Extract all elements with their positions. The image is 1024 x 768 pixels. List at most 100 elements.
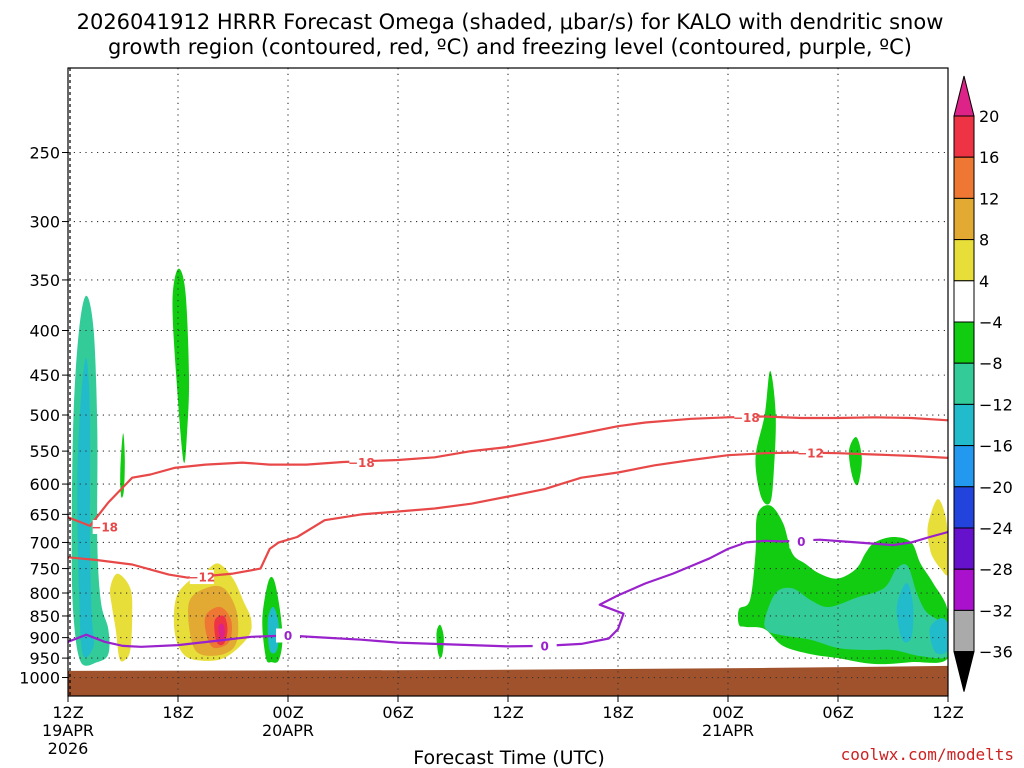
y-tick-label: 700 <box>29 533 60 552</box>
y-tick-label: 450 <box>29 366 60 385</box>
plot-area: −18 −18 −18 −12 −12 0 0 0 <box>68 68 948 696</box>
colorbar-label: −16 <box>979 437 1013 456</box>
colorbar-band <box>953 321 975 364</box>
colorbar-label: −24 <box>979 519 1013 538</box>
x-tick-year-label: 2026 <box>48 739 89 758</box>
colorbar-label: −20 <box>979 478 1013 497</box>
x-tick-label: 00Z <box>712 703 743 722</box>
y-tick-label: 650 <box>29 505 60 524</box>
grid-layer <box>68 68 948 696</box>
contour-label-bg <box>92 519 117 534</box>
x-tick-label: 06Z <box>382 703 413 722</box>
chart-title-line1: 2026041912 HRRR Forecast Omega (shaded, … <box>77 10 944 34</box>
x-tick-label: 12Z <box>932 703 963 722</box>
colorbar-label: −8 <box>979 354 1003 373</box>
y-tick-label: 250 <box>29 144 60 163</box>
contour-label-bg <box>349 455 374 470</box>
colorbar-band <box>953 609 975 653</box>
colorbar-band <box>953 486 975 529</box>
contour-line <box>68 451 948 579</box>
contour-label: −18 <box>733 411 760 425</box>
x-tick-label: 18Z <box>162 703 193 722</box>
contour-label-bg <box>532 638 557 653</box>
colorbar-label: −28 <box>979 560 1013 579</box>
y-tick-label: 500 <box>29 406 60 425</box>
colorbar-band <box>953 239 975 282</box>
omega-region <box>218 623 225 640</box>
contour-label-bg <box>189 570 214 585</box>
contour-line <box>68 530 948 648</box>
x-tick-date-label: 19APR <box>42 721 94 740</box>
omega-region <box>896 582 914 643</box>
y-tick-label: 900 <box>29 629 60 648</box>
x-tick-label: 12Z <box>52 703 83 722</box>
omega-region <box>77 357 95 658</box>
contour-label: −18 <box>91 520 118 534</box>
colorbar-top-arrow <box>953 75 975 117</box>
x-tick-label: 06Z <box>822 703 853 722</box>
colorbar-label: −4 <box>979 313 1003 332</box>
contour-label-bg <box>789 534 814 549</box>
contour-label-bg <box>276 628 300 643</box>
colorbar: 20 16 12 8 4 −4 −8 −12 −16 −20 −24 −28 −32 −36 <box>953 75 1013 692</box>
omega-region <box>172 268 190 464</box>
x-tick-label: 18Z <box>602 703 633 722</box>
colorbar-label: −36 <box>979 643 1013 662</box>
omega-region <box>927 499 948 576</box>
colorbar-band <box>953 156 975 199</box>
omega-region <box>755 370 776 505</box>
contour-layer: −18 −18 −18 −12 −12 0 0 0 <box>68 410 948 653</box>
colorbar-band <box>953 445 975 488</box>
colorbar-bottom-arrow <box>953 651 975 692</box>
y-tick-label: 600 <box>29 475 60 494</box>
colorbar-band <box>953 115 975 158</box>
colorbar-label: −12 <box>979 395 1013 414</box>
colorbar-label: −32 <box>979 601 1013 620</box>
colorbar-label: 12 <box>979 189 999 208</box>
credit-text: coolwx.com/modelts <box>841 745 1014 764</box>
terrain <box>68 665 948 696</box>
omega-region <box>109 573 133 662</box>
colorbar-label: 4 <box>979 272 989 291</box>
terrain-layer <box>68 665 948 696</box>
colorbar-band <box>953 197 975 241</box>
y-tick-label: 850 <box>29 607 60 626</box>
colorbar-band <box>953 403 975 447</box>
y-tick-label: 950 <box>29 649 60 668</box>
contour-label: 0 <box>284 629 292 643</box>
contour-line <box>68 415 948 527</box>
omega-region <box>120 433 125 498</box>
x-tick-date-label: 21APR <box>702 721 754 740</box>
colorbar-band <box>953 280 975 323</box>
y-axis: 250 300 350 400 450 500 550 600 650 700 750 800 850 9… <box>19 144 68 688</box>
contour-label-bg <box>798 446 823 461</box>
chart-title-line2: growth region (contoured, red, ºC) and f… <box>108 35 912 59</box>
colorbar-label: 16 <box>979 148 999 167</box>
contour-label-bg <box>734 410 759 425</box>
colorbar-label: 20 <box>979 107 999 126</box>
y-tick-label: 350 <box>29 271 60 290</box>
contour-label: 0 <box>540 639 548 653</box>
colorbar-band <box>953 568 975 611</box>
y-tick-label: 550 <box>29 442 60 461</box>
colorbar-band <box>953 527 975 570</box>
x-tick-date-label: 20APR <box>262 721 314 740</box>
contour-label: 0 <box>797 535 805 549</box>
omega-shading-layer <box>71 268 948 666</box>
x-axis-title: Forecast Time (UTC) <box>413 747 604 768</box>
colorbar-band <box>953 362 975 405</box>
omega-region <box>436 624 444 658</box>
contour-label: −12 <box>188 571 215 585</box>
y-tick-label: 1000 <box>19 669 60 688</box>
x-tick-label: 00Z <box>272 703 303 722</box>
contour-label: −18 <box>348 456 375 470</box>
x-tick-label: 12Z <box>492 703 523 722</box>
y-tick-label: 400 <box>29 322 60 341</box>
y-tick-label: 300 <box>29 213 60 232</box>
contour-label: −12 <box>797 447 824 461</box>
y-tick-label: 800 <box>29 584 60 603</box>
y-tick-label: 750 <box>29 560 60 579</box>
omega-region <box>848 436 862 486</box>
